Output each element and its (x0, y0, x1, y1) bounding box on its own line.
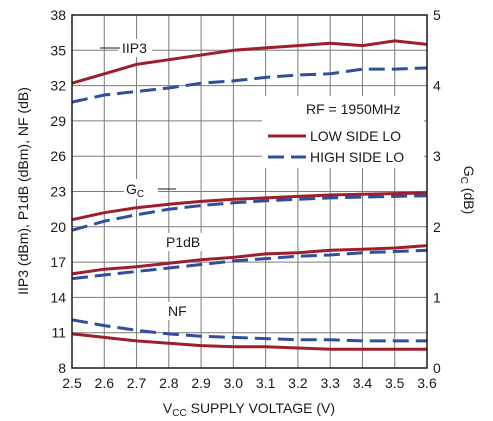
iip3-low-side-lo-line (71, 39, 428, 85)
iip3-high-side-lo-line (71, 66, 428, 104)
y-tick-label: 26 (50, 148, 66, 164)
y2-axis-title: GC (dB) (458, 166, 477, 214)
x-tick-label: 2.9 (191, 375, 211, 391)
y2-tick-label: 1 (433, 289, 441, 305)
x-tick-label: 3.2 (288, 375, 308, 391)
x-tick-labels: 2.5 2.6 2.7 2.8 2.9 3.0 3.1 3.2 3.3 3.4 3.5 3.6 (62, 375, 437, 391)
p1db-label-bg (164, 233, 208, 251)
series-annotations: IIP3 GC P1dB NF (100, 39, 208, 320)
legend: RF = 1950MHz LOW SIDE LO HIGH SIDE LO (262, 96, 424, 168)
p1db-low-side-lo-line (71, 244, 428, 276)
nf-low-side-lo-line (71, 332, 427, 351)
gc-low-side-lo-line (71, 191, 428, 222)
x-tick-label: 2.6 (95, 375, 115, 391)
y-tick-label: 32 (50, 78, 66, 94)
y-tick-label: 23 (50, 184, 66, 200)
y-tick-label: 29 (50, 113, 66, 129)
series-lines (71, 39, 428, 351)
legend-condition: RF = 1950MHz (306, 101, 401, 117)
y-tick-label: 38 (50, 7, 66, 23)
y-tick-label: 14 (50, 289, 66, 305)
p1db-high-side-lo-line (71, 248, 428, 281)
legend-low-side-label: LOW SIDE LO (310, 128, 401, 144)
x-tick-label: 3.6 (417, 375, 437, 391)
x-tick-label: 2.8 (159, 375, 179, 391)
y-tick-labels: 8 11 14 17 20 23 26 29 32 35 38 (50, 7, 66, 376)
legend-background (262, 96, 424, 168)
x-tick-label: 3.4 (353, 375, 373, 391)
nf-label-bg (166, 302, 194, 320)
iip3-label: IIP3 (122, 40, 147, 56)
gc-label: GC (126, 181, 144, 200)
plot-frame (71, 14, 428, 369)
nf-high-side-lo-line (71, 318, 427, 343)
nf-label: NF (168, 303, 187, 319)
x-tick-label: 2.5 (62, 375, 82, 391)
x-tick-label: 3.5 (385, 375, 405, 391)
y-axis-title: IIP3 (dBm), P1dB (dBm), NF (dB) (15, 87, 31, 295)
gc-label-bg (124, 179, 158, 199)
y-tick-label: 17 (50, 254, 66, 270)
y2-tick-label: 5 (433, 7, 441, 23)
x-axis-title: VCC SUPPLY VOLTAGE (V) (163, 400, 335, 419)
y-tick-label: 11 (51, 325, 66, 341)
x-tick-label: 2.7 (127, 375, 147, 391)
p1db-label: P1dB (166, 234, 200, 250)
y2-tick-label: 0 (433, 360, 441, 376)
iip3-label-bg (118, 39, 152, 57)
y-tick-label: 8 (58, 360, 66, 376)
gc-high-side-lo-line (71, 194, 428, 232)
y-tick-label: 35 (50, 42, 66, 58)
y2-tick-labels: 0 1 2 3 4 5 (433, 7, 441, 376)
y2-tick-label: 4 (433, 78, 441, 94)
legend-high-side-label: HIGH SIDE LO (310, 149, 404, 165)
y2-tick-label: 3 (433, 148, 441, 164)
x-tick-label: 3.3 (320, 375, 340, 391)
y2-tick-label: 2 (433, 219, 441, 235)
x-tick-label: 3.1 (256, 375, 276, 391)
y-tick-label: 20 (50, 219, 66, 235)
x-tick-label: 3.0 (224, 375, 244, 391)
